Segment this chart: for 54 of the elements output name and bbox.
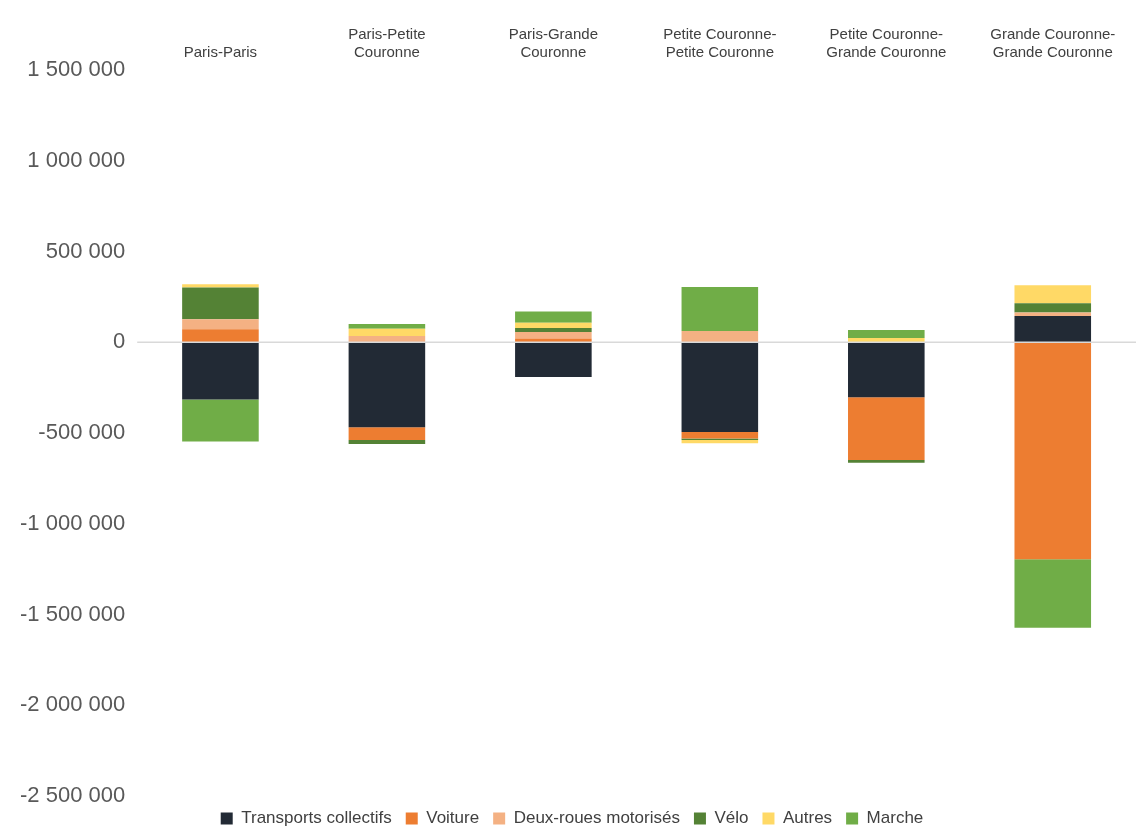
y-tick-label: 0 (112, 328, 126, 354)
legend-label: Autres (782, 808, 833, 828)
legend-label: Voiture (426, 808, 480, 828)
y-tick-label: 1 500 000 (27, 56, 126, 82)
legend-label: Transports collectifs (241, 808, 392, 828)
bar (348, 336, 426, 343)
legend-label: Deux-roues motorisés (513, 808, 680, 828)
bar (681, 331, 759, 343)
bar (348, 342, 426, 428)
bar (515, 311, 592, 323)
bar (348, 440, 426, 445)
y-tick-label: 500 000 (45, 237, 126, 263)
x-tick-label: Petite Couronne-Petite Couronne (663, 25, 777, 61)
bar (848, 342, 925, 398)
bar (1014, 285, 1092, 304)
legend-label: Marche (866, 808, 924, 828)
bar (848, 397, 925, 461)
y-tick-label: 1 000 000 (27, 146, 126, 172)
bar (515, 328, 592, 332)
bar (681, 431, 759, 439)
bar (1014, 303, 1092, 313)
bar (681, 342, 759, 432)
bar (848, 330, 925, 338)
bar (1014, 559, 1092, 628)
bar (182, 319, 259, 330)
bar (348, 427, 426, 441)
bar (1014, 342, 1092, 560)
x-tick-label: Grande Couronne-Grande Couronne (990, 25, 1116, 61)
bar (515, 338, 592, 343)
bar (515, 342, 592, 377)
bar (182, 342, 259, 400)
bar (1014, 316, 1092, 343)
bar (182, 329, 259, 343)
bar (681, 287, 759, 331)
y-tick-label: -2 500 000 (20, 782, 126, 808)
bar (848, 337, 925, 343)
y-tick-label: -500 000 (38, 419, 126, 445)
bar (182, 287, 259, 320)
x-tick-label: Paris-Petite Couronne (348, 25, 426, 61)
bar (1014, 312, 1092, 317)
bar (348, 328, 426, 337)
bar (515, 322, 592, 329)
x-tick-label: Paris-Paris (183, 43, 258, 61)
bar (182, 284, 259, 288)
bar (848, 460, 925, 463)
y-tick-label: -1 000 000 (20, 509, 126, 535)
bar (348, 323, 426, 329)
bar (182, 399, 259, 442)
y-tick-label: -2 000 000 (20, 691, 126, 717)
bar (515, 331, 592, 339)
y-tick-label: -1 500 000 (20, 600, 126, 626)
legend-label: Vélo (714, 808, 749, 828)
x-tick-label: Paris-Grande Couronne (508, 25, 598, 61)
x-tick-label: Petite Couronne-Grande Couronne (826, 25, 947, 61)
